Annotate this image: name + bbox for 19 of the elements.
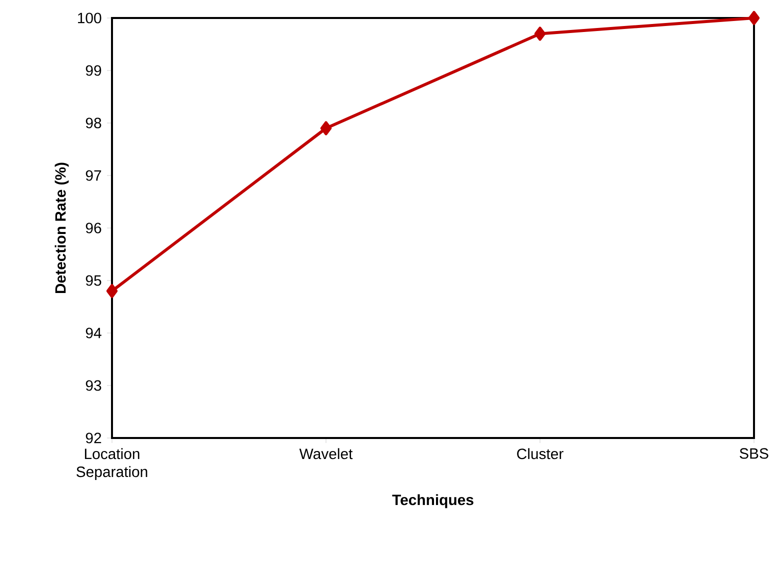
y-tick-label: 93 [86, 380, 102, 391]
y-tick-label: 99 [86, 65, 102, 76]
point [534, 26, 546, 41]
x-tick-label: SBS [740, 448, 768, 459]
x-tick-label: Cluster [517, 448, 564, 460]
y-tick-label: 94 [86, 328, 102, 338]
y-axis-title: Detection Rate (%) [54, 162, 69, 294]
point [106, 284, 118, 298]
point [748, 11, 760, 25]
y-tick-label: 100 [78, 12, 102, 24]
y-tick-label: 92 [86, 432, 102, 444]
x-axis-title: Techniques [392, 494, 474, 508]
x-tick-label: Wavelet [299, 448, 353, 460]
y-tick-label: 96 [86, 222, 102, 234]
y-tick-label: 98 [86, 118, 102, 128]
y-tick-label: 95 [86, 275, 102, 286]
point [320, 121, 332, 136]
x-tick-label: Location Separation [76, 448, 148, 480]
y-tick-label: 97 [86, 170, 102, 181]
